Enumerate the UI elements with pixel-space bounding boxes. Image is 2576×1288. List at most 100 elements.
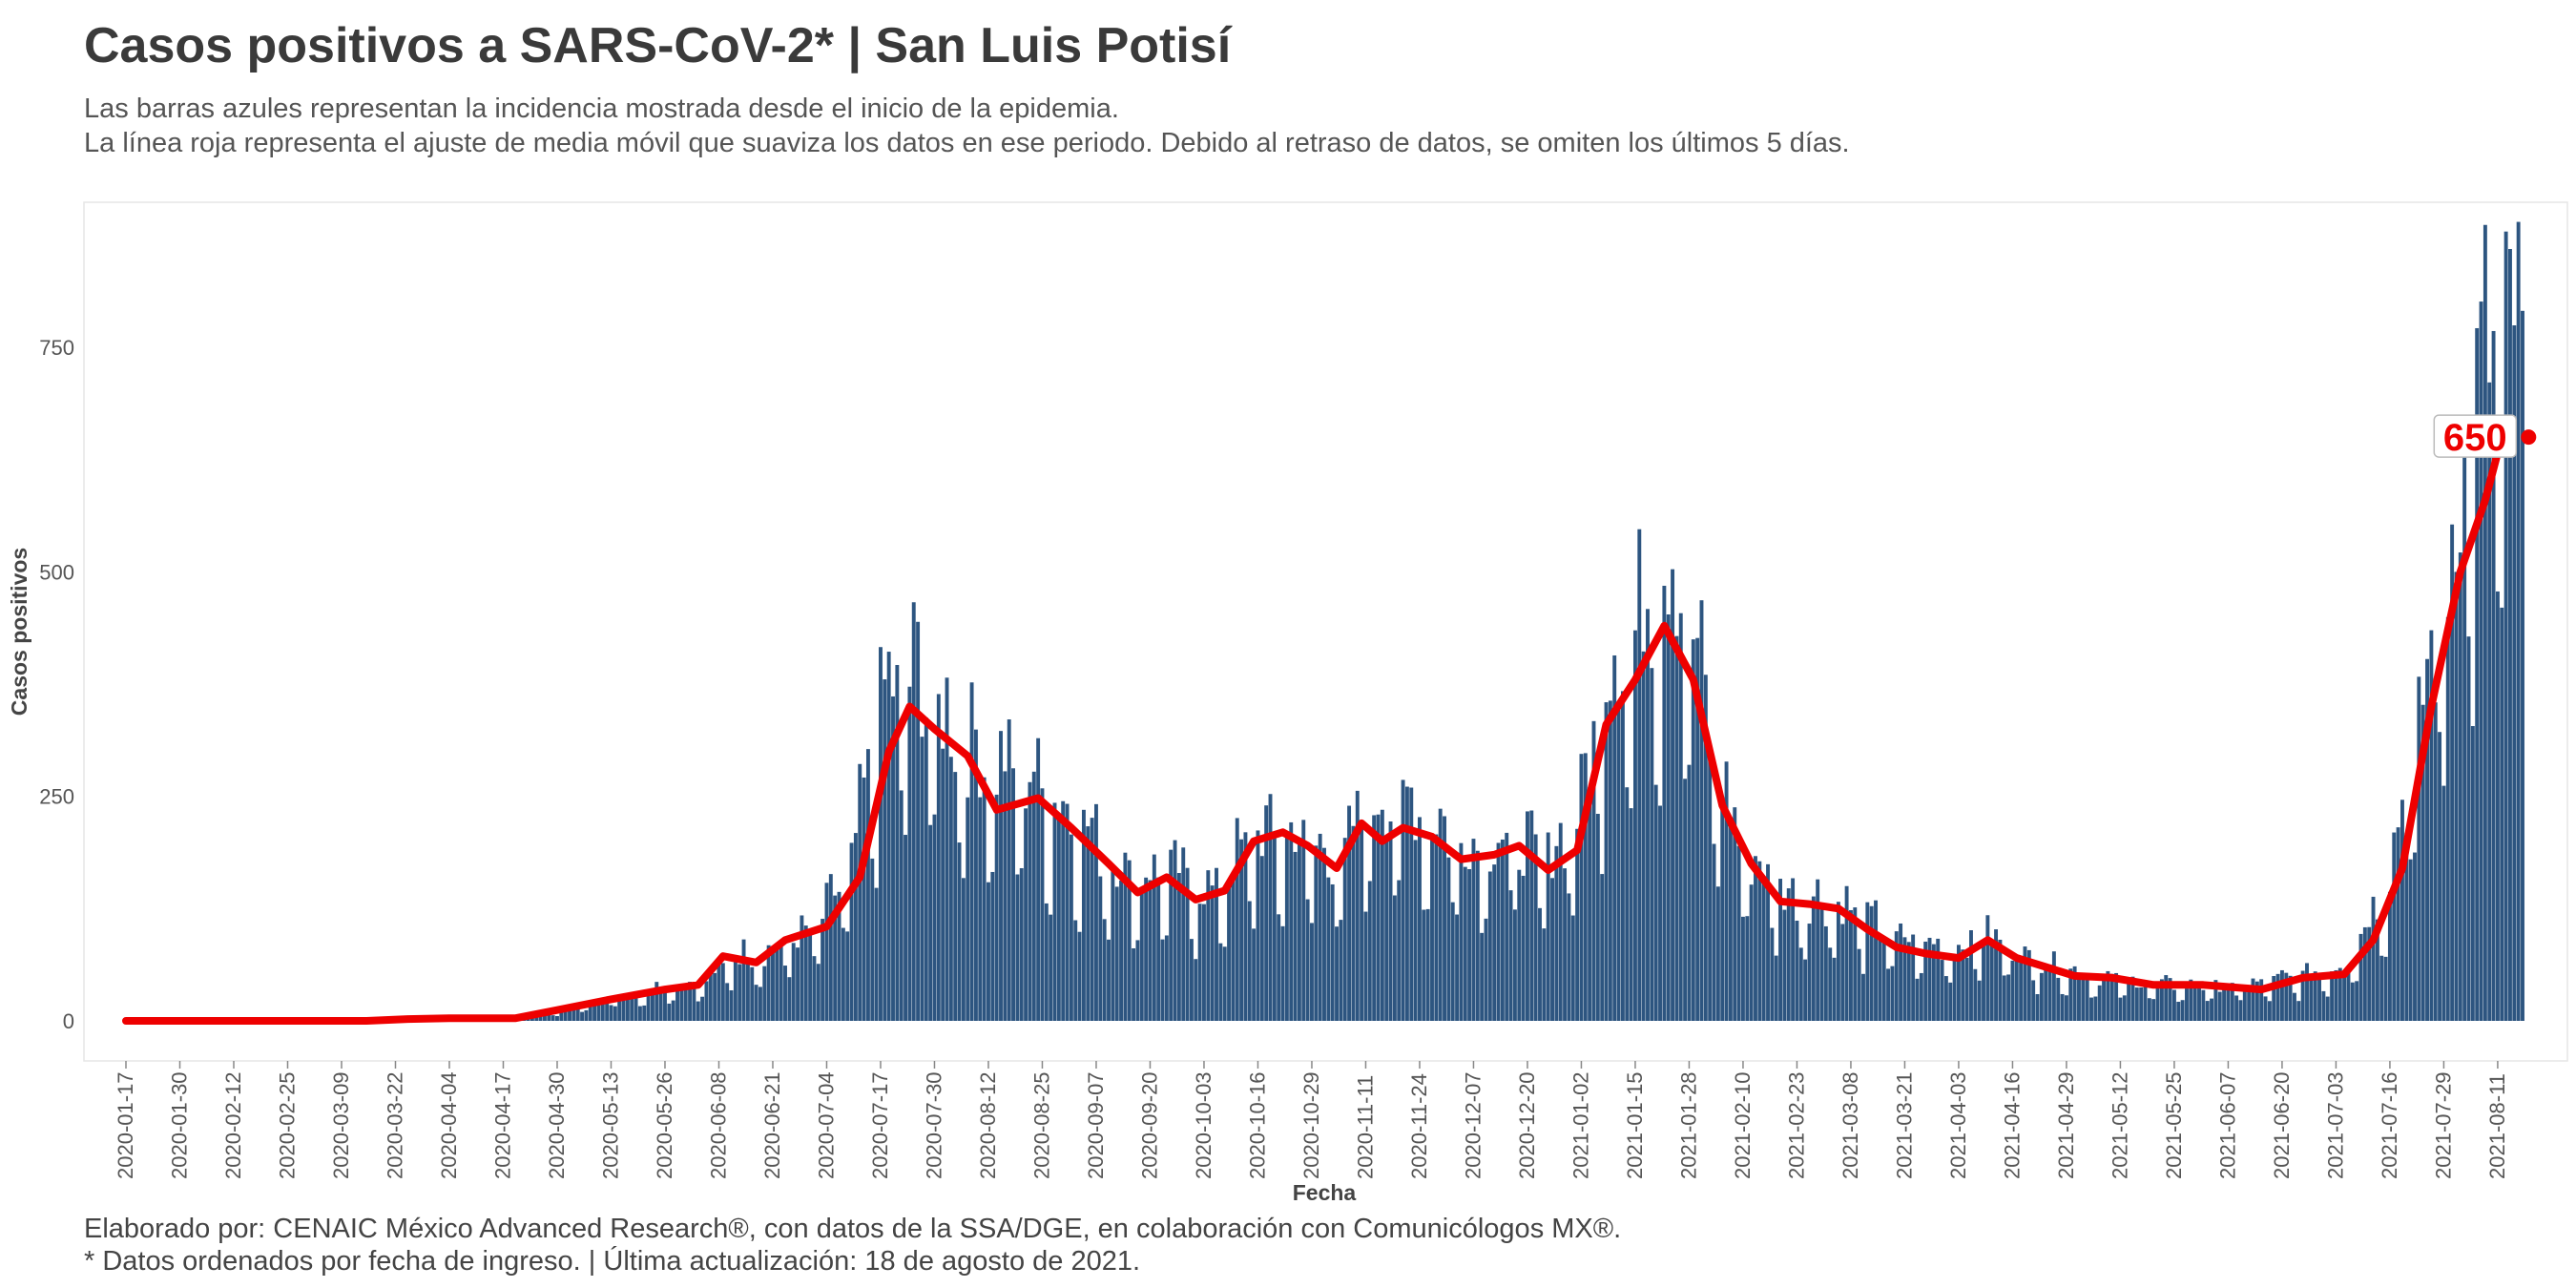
bar (1512, 909, 1517, 1021)
bar (2396, 827, 2400, 1021)
bar (1301, 820, 1306, 1021)
bar (2445, 616, 2450, 1021)
bar (2420, 704, 2425, 1021)
bar (630, 995, 634, 1021)
bar (1848, 909, 1853, 1021)
bar (654, 982, 659, 1021)
bar (1040, 788, 1045, 1021)
bar (1425, 908, 1430, 1021)
bar (1231, 880, 1236, 1021)
bar (2002, 975, 2006, 1021)
bar (953, 772, 958, 1021)
bar (1102, 919, 1107, 1021)
bar (1463, 866, 1467, 1021)
bar (1977, 980, 1982, 1021)
bar (1919, 972, 1923, 1021)
bar (2064, 995, 2068, 1021)
bar (2222, 986, 2227, 1021)
bar (1943, 976, 1948, 1021)
bar (1090, 818, 1094, 1021)
bar (2429, 630, 2434, 1021)
bar (1874, 900, 1878, 1021)
bar (1791, 878, 1796, 1021)
bar (1595, 814, 1600, 1021)
x-tick-label: 2021-07-29 (2431, 1071, 2455, 1179)
bar (1176, 873, 1181, 1021)
bar (1600, 874, 1605, 1021)
bar (2300, 970, 2305, 1021)
bar (787, 977, 792, 1021)
bar (879, 647, 883, 1021)
bar (1252, 928, 1257, 1021)
bar (613, 1006, 617, 1021)
bar (2089, 997, 2093, 1021)
bar (2503, 231, 2508, 1021)
bar (1674, 635, 1679, 1021)
bar (1360, 827, 1364, 1021)
bar (891, 696, 895, 1021)
bar (2192, 985, 2197, 1021)
bar (2521, 310, 2524, 1021)
bar (1098, 876, 1103, 1021)
x-tick-label: 2020-06-08 (707, 1071, 731, 1179)
x-tick-label: 2021-06-07 (2215, 1071, 2239, 1179)
bar (1330, 883, 1335, 1021)
bar (1733, 807, 1737, 1021)
bar (1712, 843, 1716, 1021)
end-label-group: 650 (2433, 414, 2537, 459)
bar (1272, 832, 1277, 1021)
bar (1036, 737, 1041, 1021)
bar (1487, 871, 1492, 1021)
x-tick-label: 2021-05-12 (2108, 1071, 2131, 1179)
bar (833, 895, 838, 1021)
bar (1139, 888, 1144, 1021)
bar (828, 874, 833, 1021)
x-tick-label: 2020-01-17 (114, 1071, 137, 1179)
x-tick-label: 2020-04-30 (545, 1071, 569, 1179)
bar (588, 1005, 592, 1021)
bar (1703, 675, 1708, 1021)
bar (1608, 700, 1612, 1021)
bar (1973, 968, 1978, 1021)
bar (2210, 998, 2213, 1021)
bar (2317, 973, 2321, 1021)
bar (1840, 924, 1845, 1021)
bar (1455, 914, 1460, 1021)
bar (2109, 973, 2114, 1021)
bar (1185, 867, 1190, 1021)
bar (916, 621, 921, 1021)
bar (2122, 995, 2127, 1021)
bar (1492, 864, 1497, 1021)
bar (1322, 847, 1326, 1021)
bar (683, 987, 688, 1021)
bar (779, 945, 783, 1021)
bar (2047, 964, 2052, 1021)
bar (1156, 877, 1161, 1021)
bar (2379, 955, 2384, 1021)
bar (1754, 856, 1757, 1021)
bar (1583, 753, 1588, 1021)
bar (1148, 880, 1153, 1021)
bar (1798, 947, 1803, 1021)
bar (1969, 930, 1973, 1021)
bar (1927, 937, 1932, 1021)
bar (1459, 842, 1464, 1021)
bar (2180, 1000, 2185, 1021)
bar (1467, 868, 1472, 1021)
x-tick-label: 2020-01-30 (168, 1071, 192, 1179)
bar (1197, 904, 1202, 1021)
bar (2309, 977, 2314, 1021)
bar (2185, 988, 2189, 1021)
bar (1480, 932, 1485, 1021)
bar (1194, 959, 1198, 1021)
x-tick-label: 2020-07-30 (923, 1071, 946, 1179)
x-tick-label: 2021-01-15 (1623, 1071, 1647, 1179)
bar (592, 1005, 597, 1021)
bar (1280, 925, 1285, 1021)
chart-subtitle-line-1: Las barras azules representan la inciden… (84, 93, 1119, 124)
end-value-label: 650 (2443, 417, 2507, 459)
bar (978, 797, 983, 1021)
bar (2275, 973, 2280, 1021)
bar (1774, 955, 1778, 1021)
plot-panel-border (83, 201, 2568, 1062)
